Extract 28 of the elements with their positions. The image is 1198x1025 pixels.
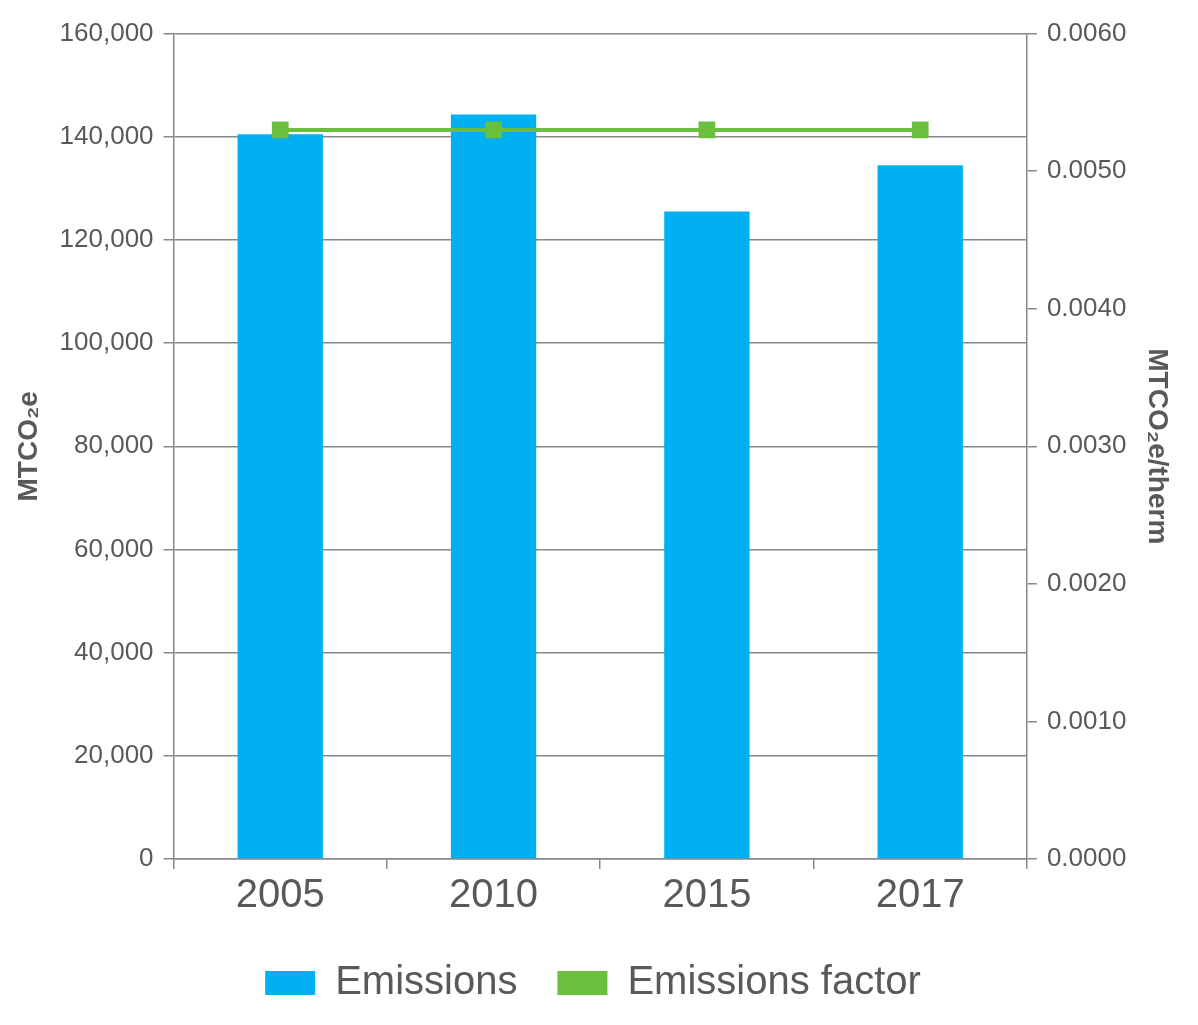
legend-label: Emissions (335, 958, 518, 1003)
bar (237, 134, 323, 859)
y2-tick-label: 0.0030 (1046, 429, 1127, 460)
y2-tick-label: 0.0050 (1046, 154, 1127, 185)
y2-tick-label: 0.0020 (1046, 567, 1127, 598)
y-tick-label: 40,000 (74, 635, 154, 666)
y-axis-title: MTCO₂e (11, 391, 43, 502)
y-tick-label: 20,000 (74, 739, 154, 769)
y-tick-label: 160,000 (59, 16, 154, 47)
legend-label: Emissions factor (627, 958, 921, 1003)
y2-axis-title: MTCO₂e/therm (1143, 348, 1175, 545)
x-tick-label: 2010 (449, 871, 539, 916)
bar (450, 114, 537, 859)
x-tick-label: 2005 (235, 871, 325, 916)
x-tick-label: 2015 (662, 871, 752, 916)
y-tick-label: 140,000 (59, 119, 154, 150)
bar (877, 165, 963, 859)
y2-tick-label: 0.0000 (1046, 842, 1127, 873)
y-tick-label: 120,000 (59, 223, 154, 254)
y-tick-label: 60,000 (74, 532, 154, 563)
x-tick-label: 2017 (875, 871, 965, 916)
y-tick-label: 100,000 (59, 326, 154, 357)
y-tick-label: 80,000 (74, 429, 154, 460)
y-tick-label: 0 (139, 842, 154, 873)
y2-tick-label: 0.0010 (1046, 704, 1127, 735)
y2-tick-label: 0.0060 (1046, 16, 1127, 47)
bar (664, 211, 750, 859)
y2-tick-label: 0.0040 (1046, 291, 1127, 322)
